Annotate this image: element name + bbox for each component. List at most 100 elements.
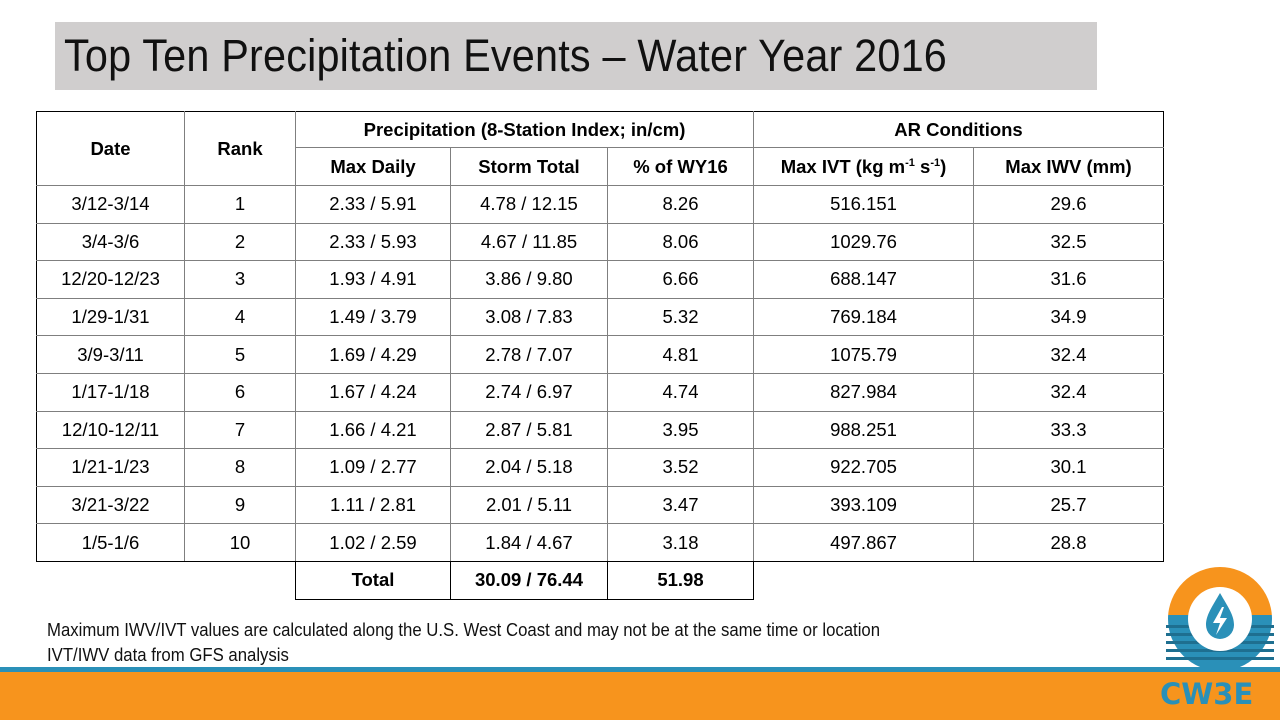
row-rank: 4	[184, 297, 296, 337]
row-max-ivt: 1075.79	[753, 335, 974, 374]
row-max-ivt: 497.867	[753, 523, 974, 562]
row-date: 12/10-12/11	[36, 410, 185, 450]
row-max-daily: 2.33 / 5.93	[295, 222, 451, 262]
row-max-daily: 1.02 / 2.59	[295, 523, 451, 562]
header-max-ivt: Max IVT (kg m-1 s-1)	[753, 147, 974, 186]
ivt-unit-prefix: Max IVT (kg m	[780, 155, 906, 177]
table-row: 1/17-1/18 6 1.67 / 4.24 2.74 / 6.97 4.74 827.…	[36, 372, 1164, 412]
row-pct-wy16: 5.32	[607, 297, 754, 337]
row-rank: 2	[184, 222, 296, 262]
row-max-ivt: 922.705	[753, 448, 974, 487]
row-rank: 6	[184, 372, 296, 412]
row-date: 3/9-3/11	[36, 335, 185, 374]
row-max-daily: 1.69 / 4.29	[295, 335, 451, 374]
ivt-unit-mid: s	[914, 155, 931, 177]
row-rank: 9	[184, 485, 296, 525]
row-max-daily: 2.33 / 5.91	[295, 185, 451, 224]
header-pct-wy16: % of WY16	[607, 147, 754, 186]
row-date: 1/17-1/18	[36, 372, 185, 412]
row-max-daily: 1.09 / 2.77	[295, 448, 451, 487]
row-date: 1/29-1/31	[36, 297, 185, 337]
row-storm-total: 3.08 / 7.83	[450, 297, 608, 337]
row-storm-total: 3.86 / 9.80	[450, 260, 608, 299]
row-pct-wy16: 3.47	[607, 485, 754, 525]
row-storm-total: 2.04 / 5.18	[450, 448, 608, 487]
row-max-ivt: 827.984	[753, 372, 974, 412]
row-max-daily: 1.11 / 2.81	[295, 485, 451, 525]
row-date: 3/21-3/22	[36, 485, 185, 525]
header-max-daily: Max Daily	[295, 147, 451, 186]
water-drop-lightning-logo-icon	[1166, 567, 1274, 671]
row-max-iwv: 33.3	[973, 410, 1164, 450]
row-max-iwv: 34.9	[973, 297, 1164, 337]
title-banner: Top Ten Precipitation Events – Water Yea…	[55, 22, 1097, 90]
table-row: 12/20-12/23 3 1.93 / 4.91 3.86 / 9.80 6.66 68…	[36, 260, 1164, 299]
footnote-data-source: IVT/IWV data from GFS analysis	[47, 645, 289, 665]
row-storm-total: 4.78 / 12.15	[450, 185, 608, 224]
row-rank: 8	[184, 448, 296, 487]
row-pct-wy16: 3.52	[607, 448, 754, 487]
row-max-ivt: 393.109	[753, 485, 974, 525]
row-pct-wy16: 3.18	[607, 523, 754, 562]
table-row: 3/4-3/6 2 2.33 / 5.93 4.67 / 11.85 8.06 1029.…	[36, 222, 1164, 262]
table-row: 3/12-3/14 1 2.33 / 5.91 4.78 / 12.15 8.26 516…	[36, 185, 1164, 224]
row-date: 3/4-3/6	[36, 222, 185, 262]
row-max-daily: 1.49 / 3.79	[295, 297, 451, 337]
row-storm-total: 2.01 / 5.11	[450, 485, 608, 525]
header-ar-conditions-group: AR Conditions	[753, 111, 1164, 148]
row-date: 1/5-1/6	[36, 523, 185, 562]
row-rank: 10	[184, 523, 296, 562]
row-max-iwv: 30.1	[973, 448, 1164, 487]
row-max-ivt: 516.151	[753, 185, 974, 224]
ivt-unit-exp1: -1	[905, 156, 915, 169]
footer-blue-stripe	[0, 667, 1280, 672]
row-storm-total: 2.78 / 7.07	[450, 335, 608, 374]
row-max-daily: 1.93 / 4.91	[295, 260, 451, 299]
table-row: 1/21-1/23 8 1.09 / 2.77 2.04 / 5.18 3.52 922.…	[36, 448, 1164, 487]
row-max-iwv: 28.8	[973, 523, 1164, 562]
table-row: 1/29-1/31 4 1.49 / 3.79 3.08 / 7.83 5.32 769.…	[36, 297, 1164, 337]
row-max-iwv: 32.5	[973, 222, 1164, 262]
row-max-iwv: 32.4	[973, 372, 1164, 412]
total-storm-total: 30.09 / 76.44	[450, 560, 608, 600]
row-storm-total: 1.84 / 4.67	[450, 523, 608, 562]
row-pct-wy16: 4.81	[607, 335, 754, 374]
total-pct-wy16: 51.98	[607, 560, 754, 600]
row-max-ivt: 1029.76	[753, 222, 974, 262]
footer-orange-band	[0, 672, 1280, 720]
row-rank: 1	[184, 185, 296, 224]
row-max-daily: 1.66 / 4.21	[295, 410, 451, 450]
header-storm-total: Storm Total	[450, 147, 608, 186]
ivt-unit-exp2: -1	[930, 156, 941, 169]
total-row-spacer	[37, 561, 296, 599]
ivt-unit-suffix: )	[940, 155, 947, 177]
row-pct-wy16: 8.06	[607, 222, 754, 262]
slide-title: Top Ten Precipitation Events – Water Yea…	[64, 30, 948, 81]
row-max-daily: 1.67 / 4.24	[295, 372, 451, 412]
row-storm-total: 2.74 / 6.97	[450, 372, 608, 412]
table-row: 12/10-12/11 7 1.66 / 4.21 2.87 / 5.81 3.95 98…	[36, 410, 1164, 450]
header-max-iwv: Max IWV (mm)	[973, 147, 1164, 186]
cw3e-logo-text: CW3E	[1160, 677, 1254, 711]
row-max-iwv: 25.7	[973, 485, 1164, 525]
row-date: 12/20-12/23	[36, 260, 185, 299]
row-storm-total: 4.67 / 11.85	[450, 222, 608, 262]
total-row-spacer-right	[754, 561, 1164, 599]
header-date: Date	[36, 111, 185, 186]
row-rank: 5	[184, 335, 296, 374]
precipitation-events-table: Date Rank Precipitation (8-Station Index…	[36, 111, 1164, 600]
row-pct-wy16: 4.74	[607, 372, 754, 412]
row-pct-wy16: 6.66	[607, 260, 754, 299]
row-max-iwv: 32.4	[973, 335, 1164, 374]
row-max-ivt: 769.184	[753, 297, 974, 337]
row-date: 3/12-3/14	[36, 185, 185, 224]
row-pct-wy16: 3.95	[607, 410, 754, 450]
row-max-ivt: 688.147	[753, 260, 974, 299]
table-row: 3/9-3/11 5 1.69 / 4.29 2.78 / 7.07 4.81 1075.…	[36, 335, 1164, 374]
row-pct-wy16: 8.26	[607, 185, 754, 224]
header-rank: Rank	[184, 111, 296, 186]
row-max-ivt: 988.251	[753, 410, 974, 450]
row-rank: 7	[184, 410, 296, 450]
row-max-iwv: 29.6	[973, 185, 1164, 224]
row-storm-total: 2.87 / 5.81	[450, 410, 608, 450]
